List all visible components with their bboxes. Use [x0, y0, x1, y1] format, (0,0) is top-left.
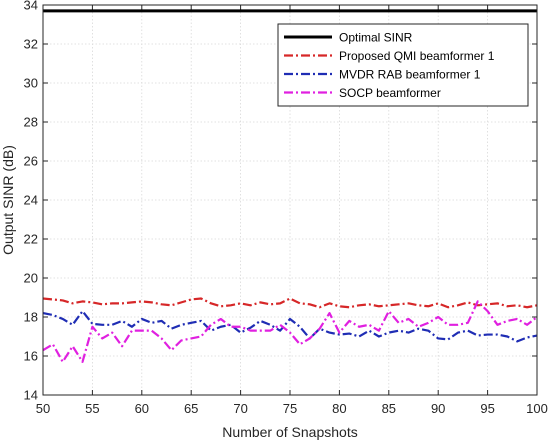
plot-frame	[42, 4, 538, 396]
y-tick-label: 32	[24, 37, 38, 52]
series-line-3	[42, 300, 538, 363]
legend: Optimal SINR Proposed QMI beamformer 1 MVD…	[277, 23, 529, 107]
legend-entry: SOCP beamformer	[339, 86, 441, 100]
x-tick-label: 80	[332, 401, 346, 416]
x-tick-label: 75	[283, 401, 297, 416]
legend-entry: Proposed QMI beamformer 1	[339, 49, 495, 63]
y-tick-label: 16	[24, 349, 38, 364]
y-tick-label: 24	[24, 193, 38, 208]
y-tick-label: 30	[24, 76, 38, 91]
y-tick-label: 26	[24, 154, 38, 169]
legend-entry: Optimal SINR	[339, 31, 413, 45]
x-tick-label: 100	[526, 401, 548, 416]
y-tick-label: 14	[24, 388, 38, 403]
x-axis-label: Number of Snapshots	[222, 424, 357, 440]
x-tick-label: 70	[233, 401, 247, 416]
y-axis-ticks: 14 16 18 20 22 24 26 28 30 32 34	[24, 0, 537, 403]
x-tick-label: 90	[431, 401, 445, 416]
series-line-2	[42, 310, 538, 343]
series-layer	[42, 9, 538, 363]
y-tick-label: 20	[24, 271, 38, 286]
x-tick-label: 95	[480, 401, 494, 416]
y-tick-label: 22	[24, 232, 38, 247]
y-tick-label: 18	[24, 310, 38, 325]
x-tick-label: 60	[135, 401, 149, 416]
y-tick-label: 34	[24, 0, 38, 13]
legend-entry: MVDR RAB beamformer 1	[339, 68, 481, 82]
x-tick-label: 55	[85, 401, 99, 416]
y-tick-label: 28	[24, 115, 38, 130]
x-tick-label: 50	[36, 401, 50, 416]
x-tick-label: 65	[184, 401, 198, 416]
y-axis-label: Output SINR (dB)	[0, 145, 16, 255]
x-axis-ticks: 50 55 60 65 70 75 80 85 90 95 100	[36, 5, 548, 416]
x-tick-label: 85	[382, 401, 396, 416]
